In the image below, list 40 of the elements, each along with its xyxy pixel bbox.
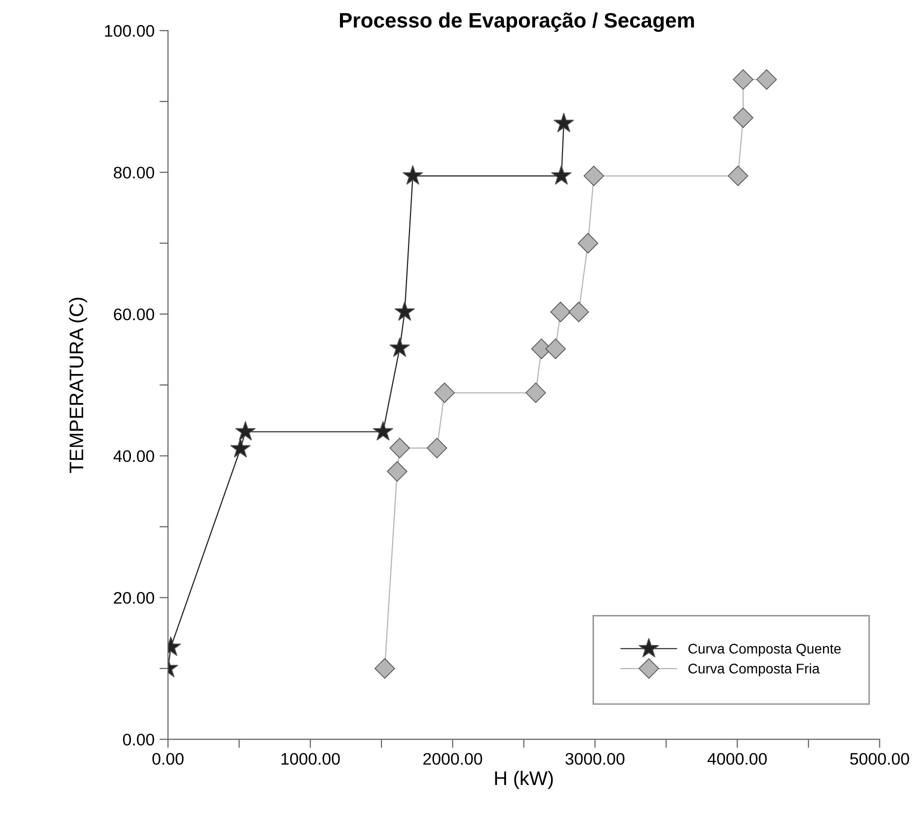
x-tick-label: 2000.00 xyxy=(423,752,482,765)
point xyxy=(551,165,572,185)
point xyxy=(389,337,410,357)
y-tick-label: 80.00 xyxy=(114,166,154,179)
point xyxy=(389,438,410,458)
point xyxy=(372,420,394,441)
x-tick-label: 5000.00 xyxy=(850,752,910,765)
x-tick-label: 1000.00 xyxy=(281,752,340,765)
x-tick-label: 0.00 xyxy=(152,752,184,765)
y-tick-label: 100.00 xyxy=(105,25,154,37)
y-tick-label: 0.00 xyxy=(123,734,154,746)
y-tick-label: 40.00 xyxy=(113,450,154,462)
point xyxy=(545,338,566,360)
point xyxy=(426,438,448,458)
x-tick-label: 3000.00 xyxy=(565,752,624,765)
legend-label: Curva Composta Quente xyxy=(688,644,841,656)
y-tick-label: 60.00 xyxy=(114,308,154,320)
point xyxy=(756,69,777,90)
x-tick-label: 4000.00 xyxy=(708,752,767,765)
point xyxy=(732,69,754,90)
point xyxy=(394,301,415,321)
point xyxy=(526,382,546,404)
point xyxy=(402,165,424,185)
legend-label: Curva Composta Fria xyxy=(688,663,820,676)
point xyxy=(230,438,251,458)
point xyxy=(550,302,571,322)
point xyxy=(732,108,754,128)
point xyxy=(553,112,574,132)
point xyxy=(578,232,598,254)
point xyxy=(568,302,589,322)
x-axis-title: H (kW) xyxy=(495,770,553,789)
point xyxy=(728,166,748,186)
point xyxy=(235,420,256,441)
point xyxy=(584,166,604,186)
point xyxy=(434,382,455,404)
point xyxy=(374,658,395,679)
y-tick-label: 20.00 xyxy=(114,592,154,604)
point xyxy=(386,461,408,482)
y-axis-title: TEMPERATURA (C) xyxy=(69,298,88,473)
chart-title: Processo de Evaporação / Secagem xyxy=(340,12,694,32)
